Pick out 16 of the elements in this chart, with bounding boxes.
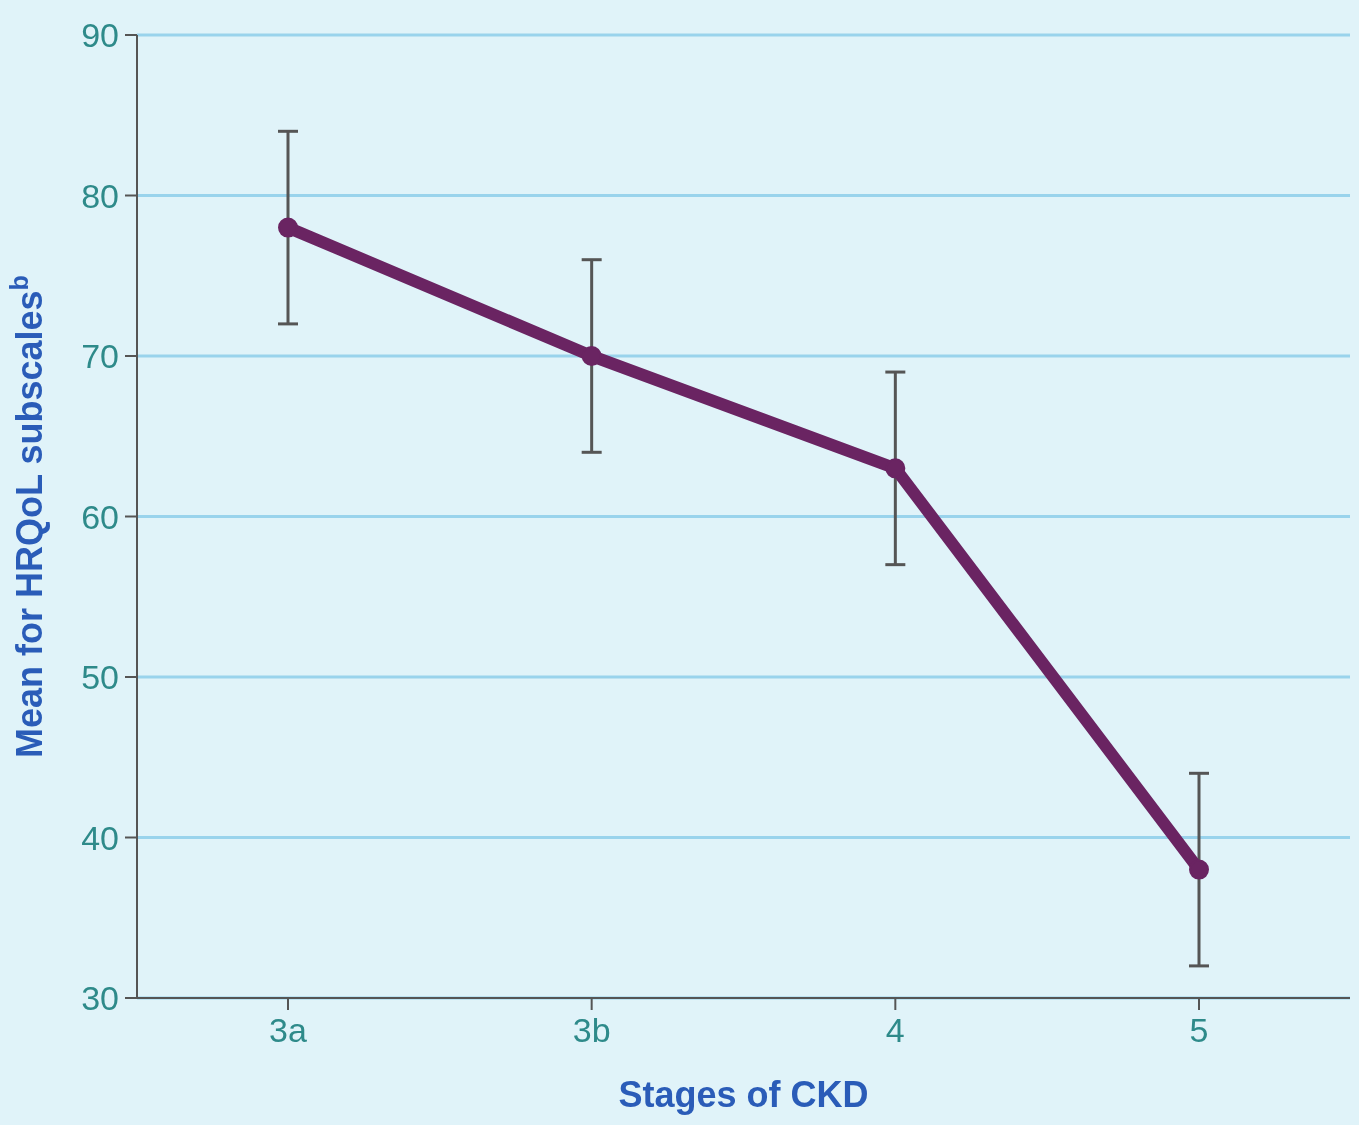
point bbox=[885, 458, 906, 479]
y-tick-label: 80 bbox=[81, 176, 119, 215]
x-tick-label: 4 bbox=[885, 1011, 905, 1050]
x-tick-label: 5 bbox=[1189, 1011, 1209, 1050]
y-tick-label: 60 bbox=[81, 497, 119, 536]
x-tick-label: 3b bbox=[572, 1011, 611, 1050]
y-tick-label: 70 bbox=[81, 337, 119, 376]
point bbox=[278, 217, 298, 238]
point bbox=[581, 346, 602, 366]
point bbox=[1189, 859, 1209, 880]
y-tick-label: 40 bbox=[81, 818, 119, 857]
x-axis-title: Stages of CKD bbox=[618, 1074, 869, 1115]
y-tick-label: 50 bbox=[81, 658, 119, 697]
y-tick-label: 90 bbox=[81, 16, 119, 55]
x-tick-label: 3a bbox=[269, 1011, 307, 1050]
y-tick-label: 30 bbox=[81, 979, 119, 1018]
